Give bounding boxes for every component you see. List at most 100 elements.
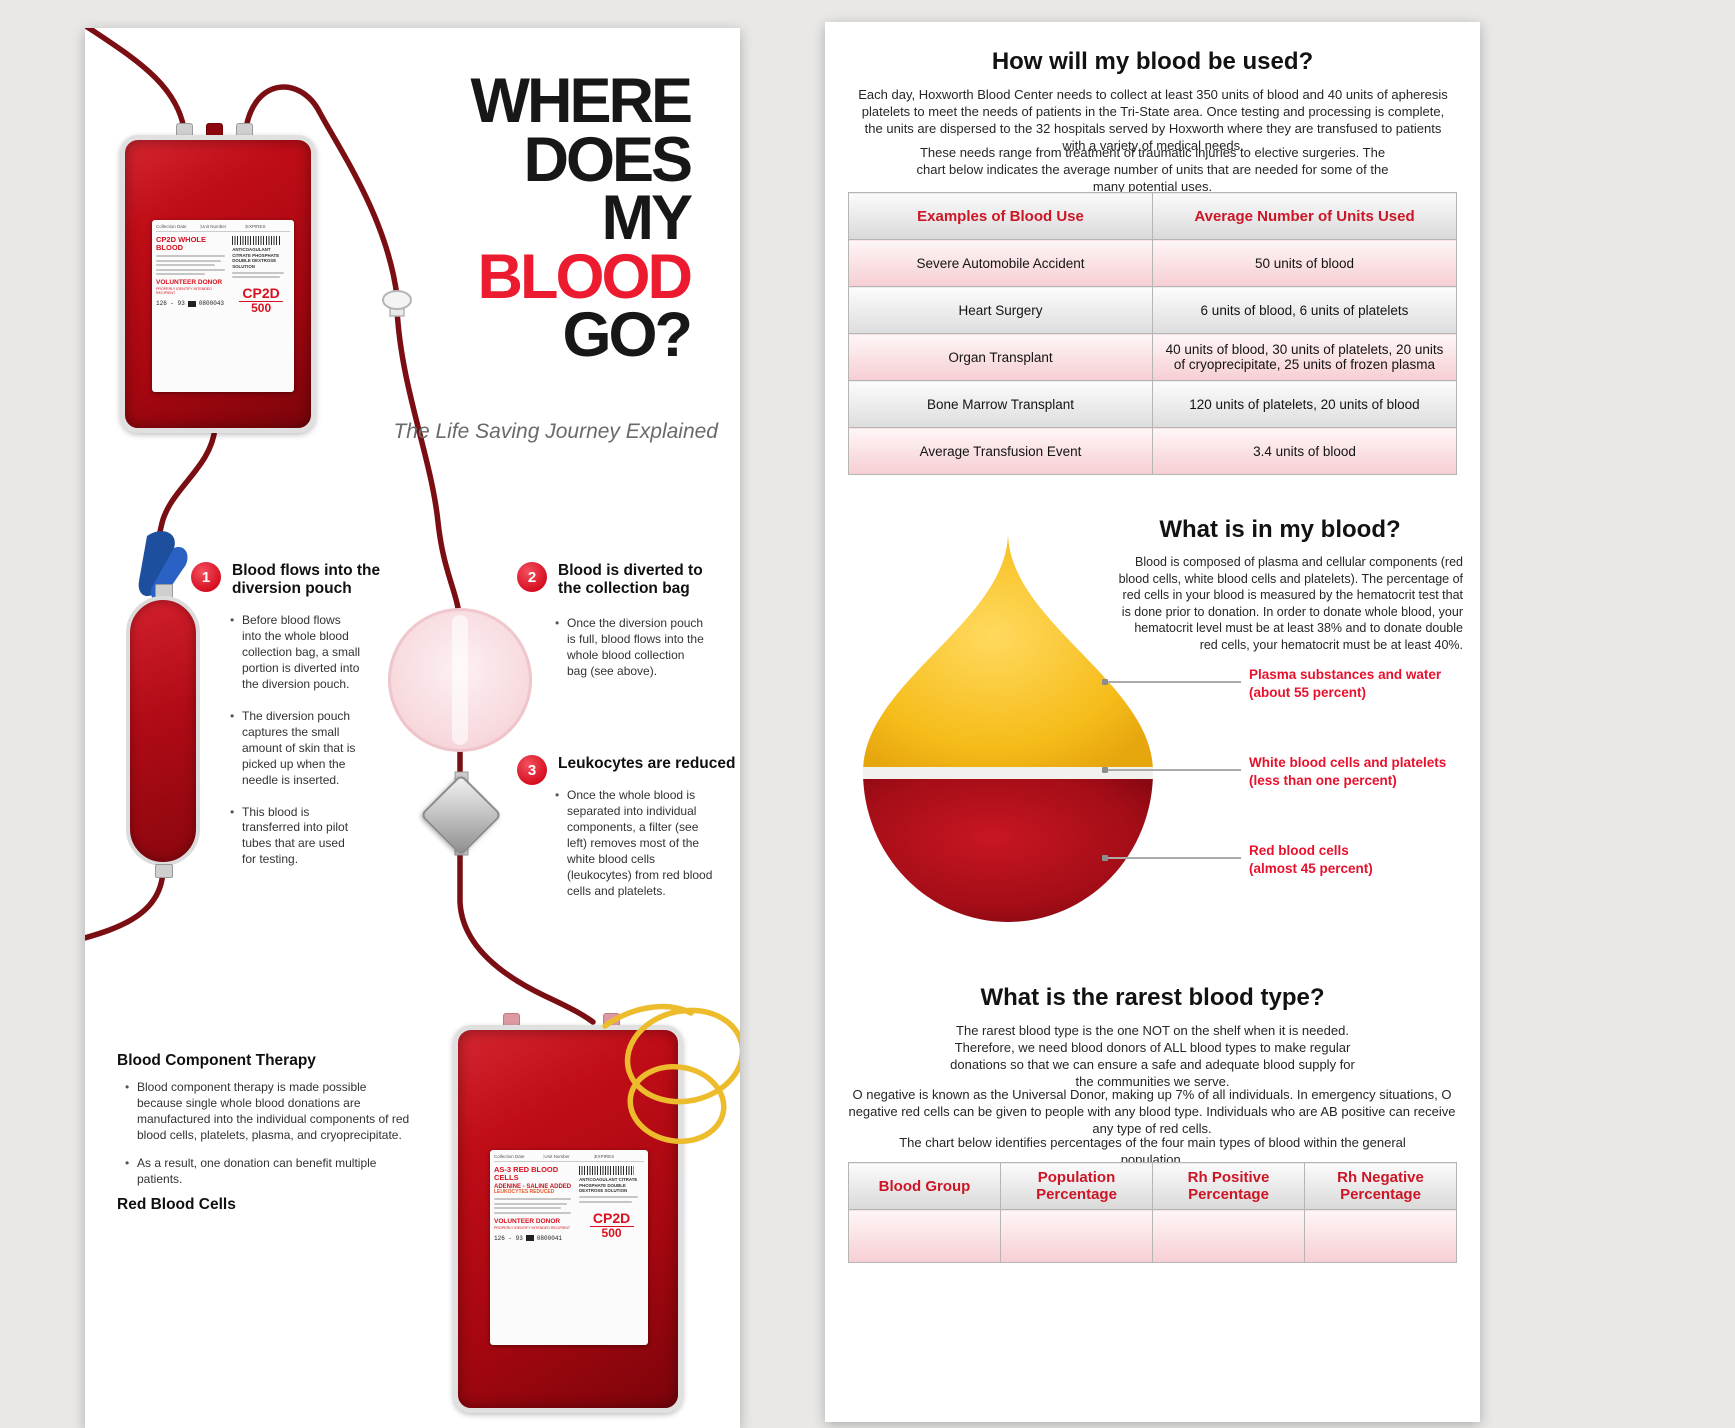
table-row: Organ Transplant 40 units of blood, 30 u… (848, 333, 1457, 381)
plasma-label: Plasma substances and water (about 55 pe… (1249, 666, 1464, 702)
bag-code: CP2D (242, 285, 280, 301)
label-field-strip: Collection Date Unit Number EXPIRES (156, 224, 290, 232)
barcode-block-icon (187, 300, 196, 307)
title-line-blood: BLOOD (477, 241, 693, 312)
label-field: Collection Date (494, 1154, 545, 1159)
recipient-warning-text: PROPERLY IDENTIFY INTENDED RECIPIENT (494, 1225, 571, 1230)
anticoagulant-text: ANTICOAGULANT CITRATE PHOSPHATE DOUBLE D… (579, 1177, 638, 1193)
white-cells-label: White blood cells and platelets (less th… (1249, 754, 1464, 790)
tube-connector-cap (382, 290, 412, 317)
label-field: EXPIRES (594, 1154, 615, 1159)
barcode-icon (232, 236, 282, 245)
label-line: Plasma substances and water (1249, 667, 1442, 682)
leader-line (1102, 767, 1241, 773)
diversion-filter-circle (388, 608, 532, 752)
table-header-row: Blood Group Population Percentage Rh Pos… (848, 1162, 1457, 1210)
red-blood-cells-heading: Red Blood Cells (117, 1196, 236, 1213)
diversion-pouch-illustration (126, 596, 200, 866)
composition-section-title: What is in my blood? (1159, 516, 1401, 543)
step-2: 2 Blood is diverted to the collection ba… (517, 562, 710, 598)
left-page: Collection Date Unit Number EXPIRES CP2D… (85, 28, 740, 1428)
step-2-bullets: Once the diversion pouch is full, blood … (555, 616, 707, 696)
barcode-icon (579, 1166, 635, 1175)
component-therapy-heading: Blood Component Therapy (117, 1052, 316, 1069)
bag-code-size: 500 (239, 301, 284, 315)
bag-code-size: 500 (589, 1225, 634, 1240)
blood-drop-illustration (863, 532, 1153, 922)
column-header: Average Number of Units Used (1152, 192, 1457, 240)
bag-body: Collection Date Unit Number EXPIRES AS-3… (453, 1025, 683, 1413)
units-cell: 3.4 units of blood (1152, 427, 1457, 475)
table-row: Heart Surgery 6 units of blood, 6 units … (848, 286, 1457, 334)
label-line: (almost 45 percent) (1249, 861, 1373, 877)
column-header: Blood Group (848, 1162, 1001, 1210)
step-1-bullets: Before blood flows into the whole blood … (230, 613, 362, 884)
step-1-title: Blood flows into the diversion pouch (232, 562, 381, 597)
anticoagulant-text: ANTICOAGULANT CITRATE PHOSPHATE DOUBLE D… (232, 247, 280, 269)
column-header: Rh Negative Percentage (1304, 1162, 1457, 1210)
white-cells-layer (863, 767, 1153, 779)
leukocyte-filter-icon (419, 773, 503, 857)
leader-line (1102, 855, 1241, 861)
step-2-badge: 2 (517, 562, 547, 592)
label-field: Collection Date (156, 224, 201, 229)
units-cell: 50 units of blood (1152, 239, 1457, 287)
red-cells-layer (863, 779, 1153, 922)
bag-body: Collection Date Unit Number EXPIRES CP2D… (120, 135, 316, 433)
step-3-badge: 3 (517, 755, 547, 785)
unit-number: 126 - 93 (156, 300, 185, 307)
right-page: How will my blood be used? Each day, Hox… (825, 22, 1480, 1422)
composition-paragraph: Blood is composed of plasma and cellular… (1118, 555, 1463, 652)
blood-use-cell: Average Transfusion Event (848, 427, 1153, 475)
recipient-warning-text: PROPERLY IDENTIFY INTENDED RECIPIENT (156, 287, 212, 295)
table-row: Average Transfusion Event 3.4 units of b… (848, 427, 1457, 475)
units-cell: 6 units of blood, 6 units of platelets (1152, 286, 1457, 334)
bullet-item: As a result, one donation can benefit mu… (125, 1156, 413, 1188)
bag-product-name: AS-3 RED BLOOD CELLS (494, 1165, 559, 1183)
volunteer-donor-text: VOLUNTEER DONOR (494, 1217, 561, 1225)
blood-use-cell: Severe Automobile Accident (848, 239, 1153, 287)
empty-cell (1152, 1209, 1305, 1263)
rarest-paragraph-1: The rarest blood type is the one NOT on … (950, 1023, 1355, 1090)
empty-cell (1000, 1209, 1153, 1263)
bullet-item: Before blood flows into the whole blood … (230, 613, 362, 693)
units-cell: 120 units of platelets, 20 units of bloo… (1152, 380, 1457, 428)
step-1: 1 Blood flows into the diversion pouch (191, 562, 384, 598)
step-3-bullets: Once the whole blood is separated into i… (555, 788, 719, 916)
label-field-strip: Collection Date Unit Number EXPIRES (494, 1154, 644, 1162)
tube-from-pouch (85, 865, 166, 941)
page-subtitle: The Life Saving Journey Explained (393, 420, 718, 443)
blood-use-table: Examples of Blood Use Average Number of … (848, 192, 1457, 475)
blood-use-cell: Bone Marrow Transplant (848, 380, 1153, 428)
step-3-title: Leukocytes are reduced (558, 755, 736, 772)
component-therapy-bullets: Blood component therapy is made possible… (125, 1080, 413, 1200)
plasma-layer (863, 532, 1153, 767)
bag-product-line3: LEUKOCYTES REDUCED (494, 1189, 555, 1196)
leader-line (1102, 679, 1241, 685)
usage-paragraph-2: These needs range from treatment of trau… (916, 145, 1389, 195)
bullet-item: Blood component therapy is made possible… (125, 1080, 413, 1144)
empty-cell (848, 1209, 1001, 1263)
label-line: White blood cells and platelets (1249, 755, 1447, 770)
whole-blood-bag-illustration: Collection Date Unit Number EXPIRES CP2D… (120, 123, 316, 433)
title-line: GO? (562, 300, 693, 371)
pouch-bottom-fitting (155, 864, 173, 878)
red-cells-label: Red blood cells (almost 45 percent) (1249, 842, 1464, 878)
tube-top-left (85, 28, 188, 139)
label-line: Red blood cells (1249, 843, 1349, 858)
title-line: WHERE (470, 66, 693, 136)
bag-product-name: CP2D WHOLE BLOOD (156, 235, 207, 253)
rarest-section-title: What is the rarest blood type? (980, 984, 1325, 1011)
units-cell: 40 units of blood, 30 units of platelets… (1152, 333, 1457, 381)
bullet-item: Once the diversion pouch is full, blood … (555, 616, 707, 680)
unit-serial-row: 126 - 93 0800041 (494, 1235, 575, 1242)
blood-group-table: Blood Group Population Percentage Rh Pos… (848, 1162, 1457, 1263)
bag-product-line2: ADENINE - SALINE ADDED (494, 1183, 572, 1190)
rarest-paragraph-2: O negative is known as the Universal Don… (848, 1087, 1456, 1137)
unit-serial-row: 126 - 93 0800043 (156, 300, 228, 307)
usage-section-title: How will my blood be used? (991, 48, 1314, 75)
column-header: Rh Positive Percentage (1152, 1162, 1305, 1210)
main-title: WHERE DOES MY BLOOD GO? (470, 66, 693, 371)
table-row: Bone Marrow Transplant 120 units of plat… (848, 380, 1457, 428)
column-header: Examples of Blood Use (848, 192, 1153, 240)
